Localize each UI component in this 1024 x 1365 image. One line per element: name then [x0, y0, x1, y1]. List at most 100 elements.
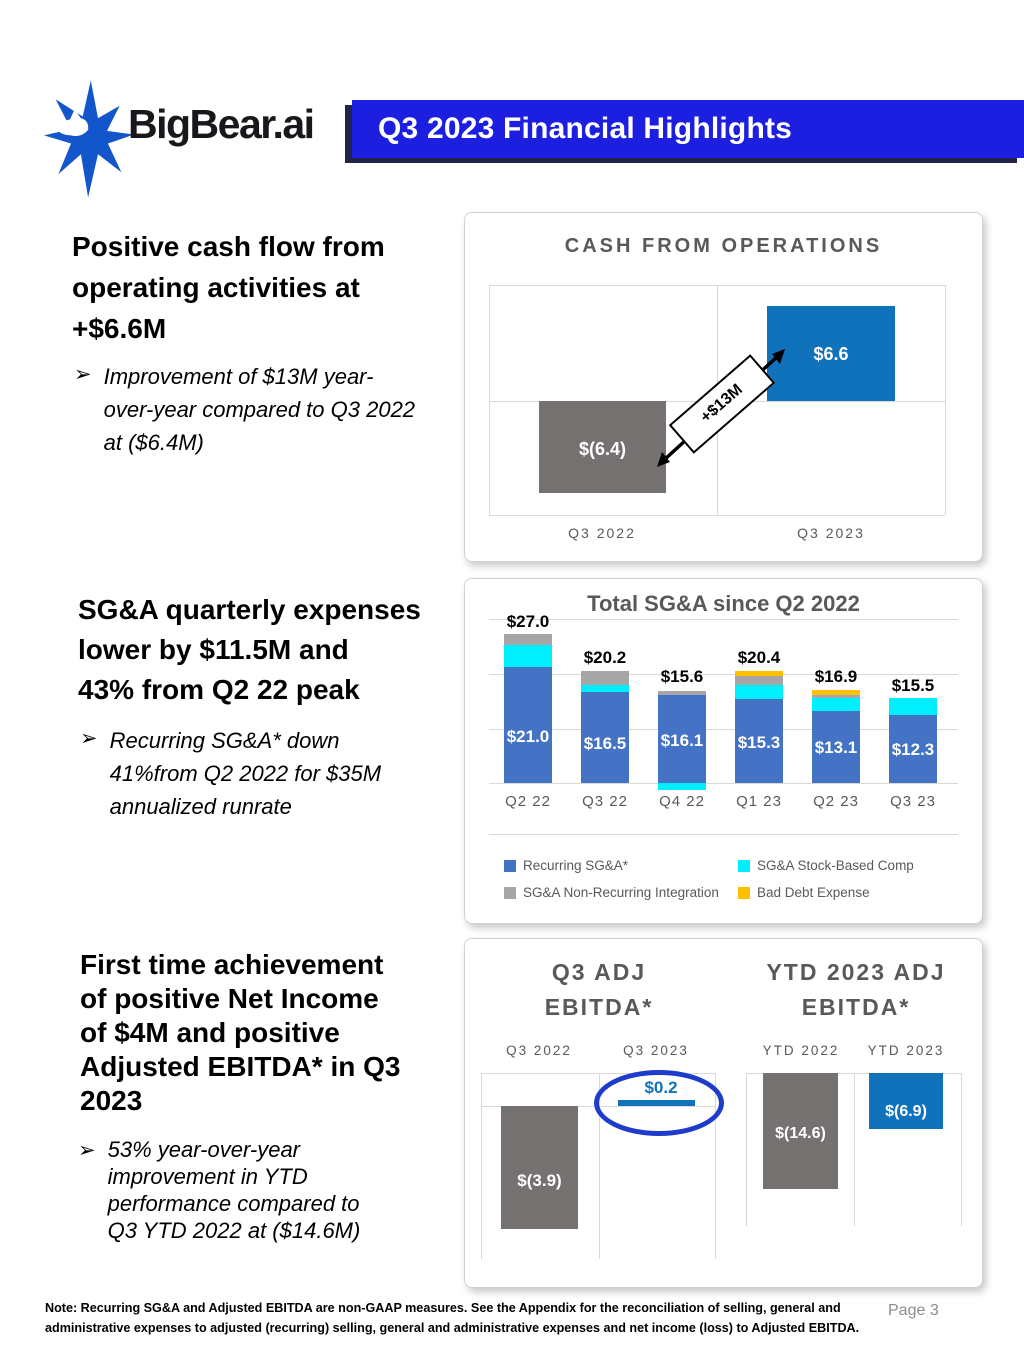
- section1-bullet-text: Improvement of $13M year- over-year comp…: [103, 364, 416, 455]
- bullet-arrow-icon: ➢: [78, 1139, 96, 1162]
- gridline-top: [481, 1073, 715, 1074]
- page-title: Q3 2023 Financial Highlights: [378, 112, 793, 145]
- segment-q2-22-stock-comp: [504, 645, 552, 667]
- segment-q3-23-stock-comp: [889, 698, 937, 715]
- col-label-q3-2022: Q3 2022: [506, 1043, 572, 1058]
- gridline-10: [489, 729, 958, 730]
- gridline-20: [489, 674, 958, 675]
- segment-q2-23-integration: [812, 695, 860, 698]
- section3-bullet: ➢ 53% year-over-year improvement in YTD …: [78, 1136, 468, 1244]
- legend-label-bad-debt: Bad Debt Expense: [757, 885, 870, 900]
- x-label-q3-2023: Q3 2023: [797, 525, 865, 541]
- segment-q3-23-recurring: [889, 715, 937, 783]
- total-label-q1-23: $20.4: [737, 648, 781, 667]
- plot-border-right: [945, 285, 946, 515]
- page-number: Page 3: [888, 1302, 939, 1319]
- col-label-q3-2023: Q3 2023: [623, 1043, 689, 1058]
- segment-q2-23-recurring: [812, 711, 860, 783]
- category-separator: [599, 1073, 600, 1259]
- total-label-q3-23: $15.5: [891, 676, 935, 695]
- ytd-ebitda-title: YTD 2023 ADJ EBITDA*: [766, 959, 946, 1020]
- sgna-chart-card: Total SG&A since Q2 2022 $27.0 $21.0 $20…: [464, 578, 983, 924]
- segment-q4-22-recurring: [658, 695, 706, 783]
- segment-q3-22-recurring: [581, 692, 629, 783]
- zero-axis-line: [489, 783, 958, 784]
- legend-label-recurring: Recurring SG&A*: [523, 858, 629, 873]
- footnote: Note: Recurring SG&A and Adjusted EBITDA…: [45, 1301, 860, 1335]
- legend-swatch-stock-comp: [738, 860, 750, 872]
- total-label-q3-22: $20.2: [583, 648, 627, 667]
- segment-q1-23-recurring: [735, 699, 783, 783]
- q3-ebitda-title: Q3 ADJ EBITDA*: [544, 959, 654, 1020]
- bullet-arrow-icon: ➢: [74, 363, 92, 386]
- gridline-30: [489, 619, 958, 620]
- x-label-q3-2022: Q3 2022: [568, 525, 636, 541]
- zero-axis-line: [746, 1073, 961, 1074]
- x-label-q2-23: Q2 23: [813, 793, 859, 810]
- gridline-bottom: [489, 515, 945, 516]
- sgna-chart-title: Total SG&A since Q2 2022: [587, 591, 860, 616]
- plot-border-left: [489, 285, 490, 515]
- recurring-label-q3-23: $12.3: [891, 740, 935, 759]
- plot-border-left: [481, 1073, 482, 1259]
- x-label-q2-22: Q2 22: [505, 793, 551, 810]
- gridline-top: [489, 285, 945, 286]
- segment-q1-23-bad-debt: [735, 671, 783, 676]
- plot-border-left: [746, 1073, 747, 1226]
- section1-bullet: ➢ Improvement of $13M year- over-year co…: [74, 360, 474, 459]
- legend-swatch-integration: [504, 887, 516, 899]
- recurring-label-q3-22: $16.5: [583, 734, 627, 753]
- legend-swatch-recurring: [504, 860, 516, 872]
- bar-q3-2022-cash: [539, 401, 666, 493]
- segment-q2-23-bad-debt: [812, 690, 860, 695]
- col-label-ytd-2023: YTD 2023: [867, 1043, 945, 1058]
- bar-value-q3-2022-ebitda: $(3.9): [517, 1171, 562, 1190]
- segment-q3-22-stock-comp: [581, 685, 629, 692]
- recurring-label-q1-23: $15.3: [737, 733, 781, 752]
- segment-q1-23-integration: [735, 676, 783, 685]
- bar-q3-2023-cash: [767, 306, 895, 401]
- plot-border-right: [961, 1073, 962, 1226]
- segment-q3-22-integration: [581, 671, 629, 685]
- legend-separator: [489, 834, 958, 835]
- recurring-label-q2-22: $21.0: [506, 727, 550, 746]
- recurring-label-q2-23: $13.1: [814, 738, 858, 757]
- bar-value-ytd-2022-ebitda: $(14.6): [775, 1125, 826, 1142]
- segment-q1-23-stock-comp: [735, 685, 783, 699]
- x-label-q4-22: Q4 22: [659, 793, 705, 810]
- segment-q4-22-stock-comp-negative: [658, 783, 706, 790]
- bar-ytd-2023-ebitda: [869, 1073, 943, 1129]
- ebitda-charts-card: Q3 ADJ EBITDA* YTD 2023 ADJ EBITDA* Q3 2…: [464, 938, 983, 1288]
- legend-label-stock-comp: SG&A Stock-Based Comp: [757, 858, 914, 873]
- legend-swatch-bad-debt: [738, 887, 750, 899]
- highlight-ellipse: [594, 1070, 724, 1136]
- section3-bullet-text: 53% year-over-year improvement in YTD pe…: [107, 1137, 361, 1243]
- bar-q3-2022-ebitda: [501, 1106, 578, 1229]
- x-label-q3-23: Q3 23: [890, 793, 936, 810]
- bar-value-ytd-2023-ebitda: $(6.9): [885, 1103, 927, 1120]
- bar-value-q3-2022-cash: $(6.4): [578, 439, 627, 459]
- total-label-q2-22: $27.0: [506, 612, 550, 631]
- bar-ytd-2022-ebitda: [763, 1073, 838, 1189]
- section1-heading: Positive cash flow from operating activi…: [72, 231, 385, 344]
- section3-heading: First time achievement of positive Net I…: [80, 949, 401, 1116]
- segment-q4-22-integration: [658, 691, 706, 695]
- segment-q2-22-recurring: [504, 667, 552, 783]
- segment-q2-23-stock-comp: [812, 698, 860, 711]
- bar-value-q3-2023-cash: $6.6: [813, 344, 849, 364]
- recurring-label-q4-22: $16.1: [660, 731, 704, 750]
- cash-chart-title: CASH FROM OPERATIONS: [564, 235, 883, 257]
- section2-bullet-text: Recurring SG&A* down 41%from Q2 2022 for…: [109, 728, 382, 819]
- total-label-q2-23: $16.9: [814, 667, 858, 686]
- x-label-q3-22: Q3 22: [582, 793, 628, 810]
- x-label-q1-23: Q1 23: [736, 793, 782, 810]
- segment-q2-22-integration: [504, 634, 552, 645]
- cash-from-operations-card: CASH FROM OPERATIONS $(6.4) $6.6 +$13M Q…: [464, 212, 983, 562]
- legend-label-integration: SG&A Non-Recurring Integration: [523, 885, 719, 900]
- header-bar: Q3 2023 Financial Highlights: [352, 100, 1024, 158]
- bullet-arrow-icon: ➢: [80, 727, 98, 750]
- logo-text: BigBear.ai: [128, 101, 315, 147]
- category-separator: [854, 1073, 855, 1226]
- col-label-ytd-2022: YTD 2022: [762, 1043, 840, 1058]
